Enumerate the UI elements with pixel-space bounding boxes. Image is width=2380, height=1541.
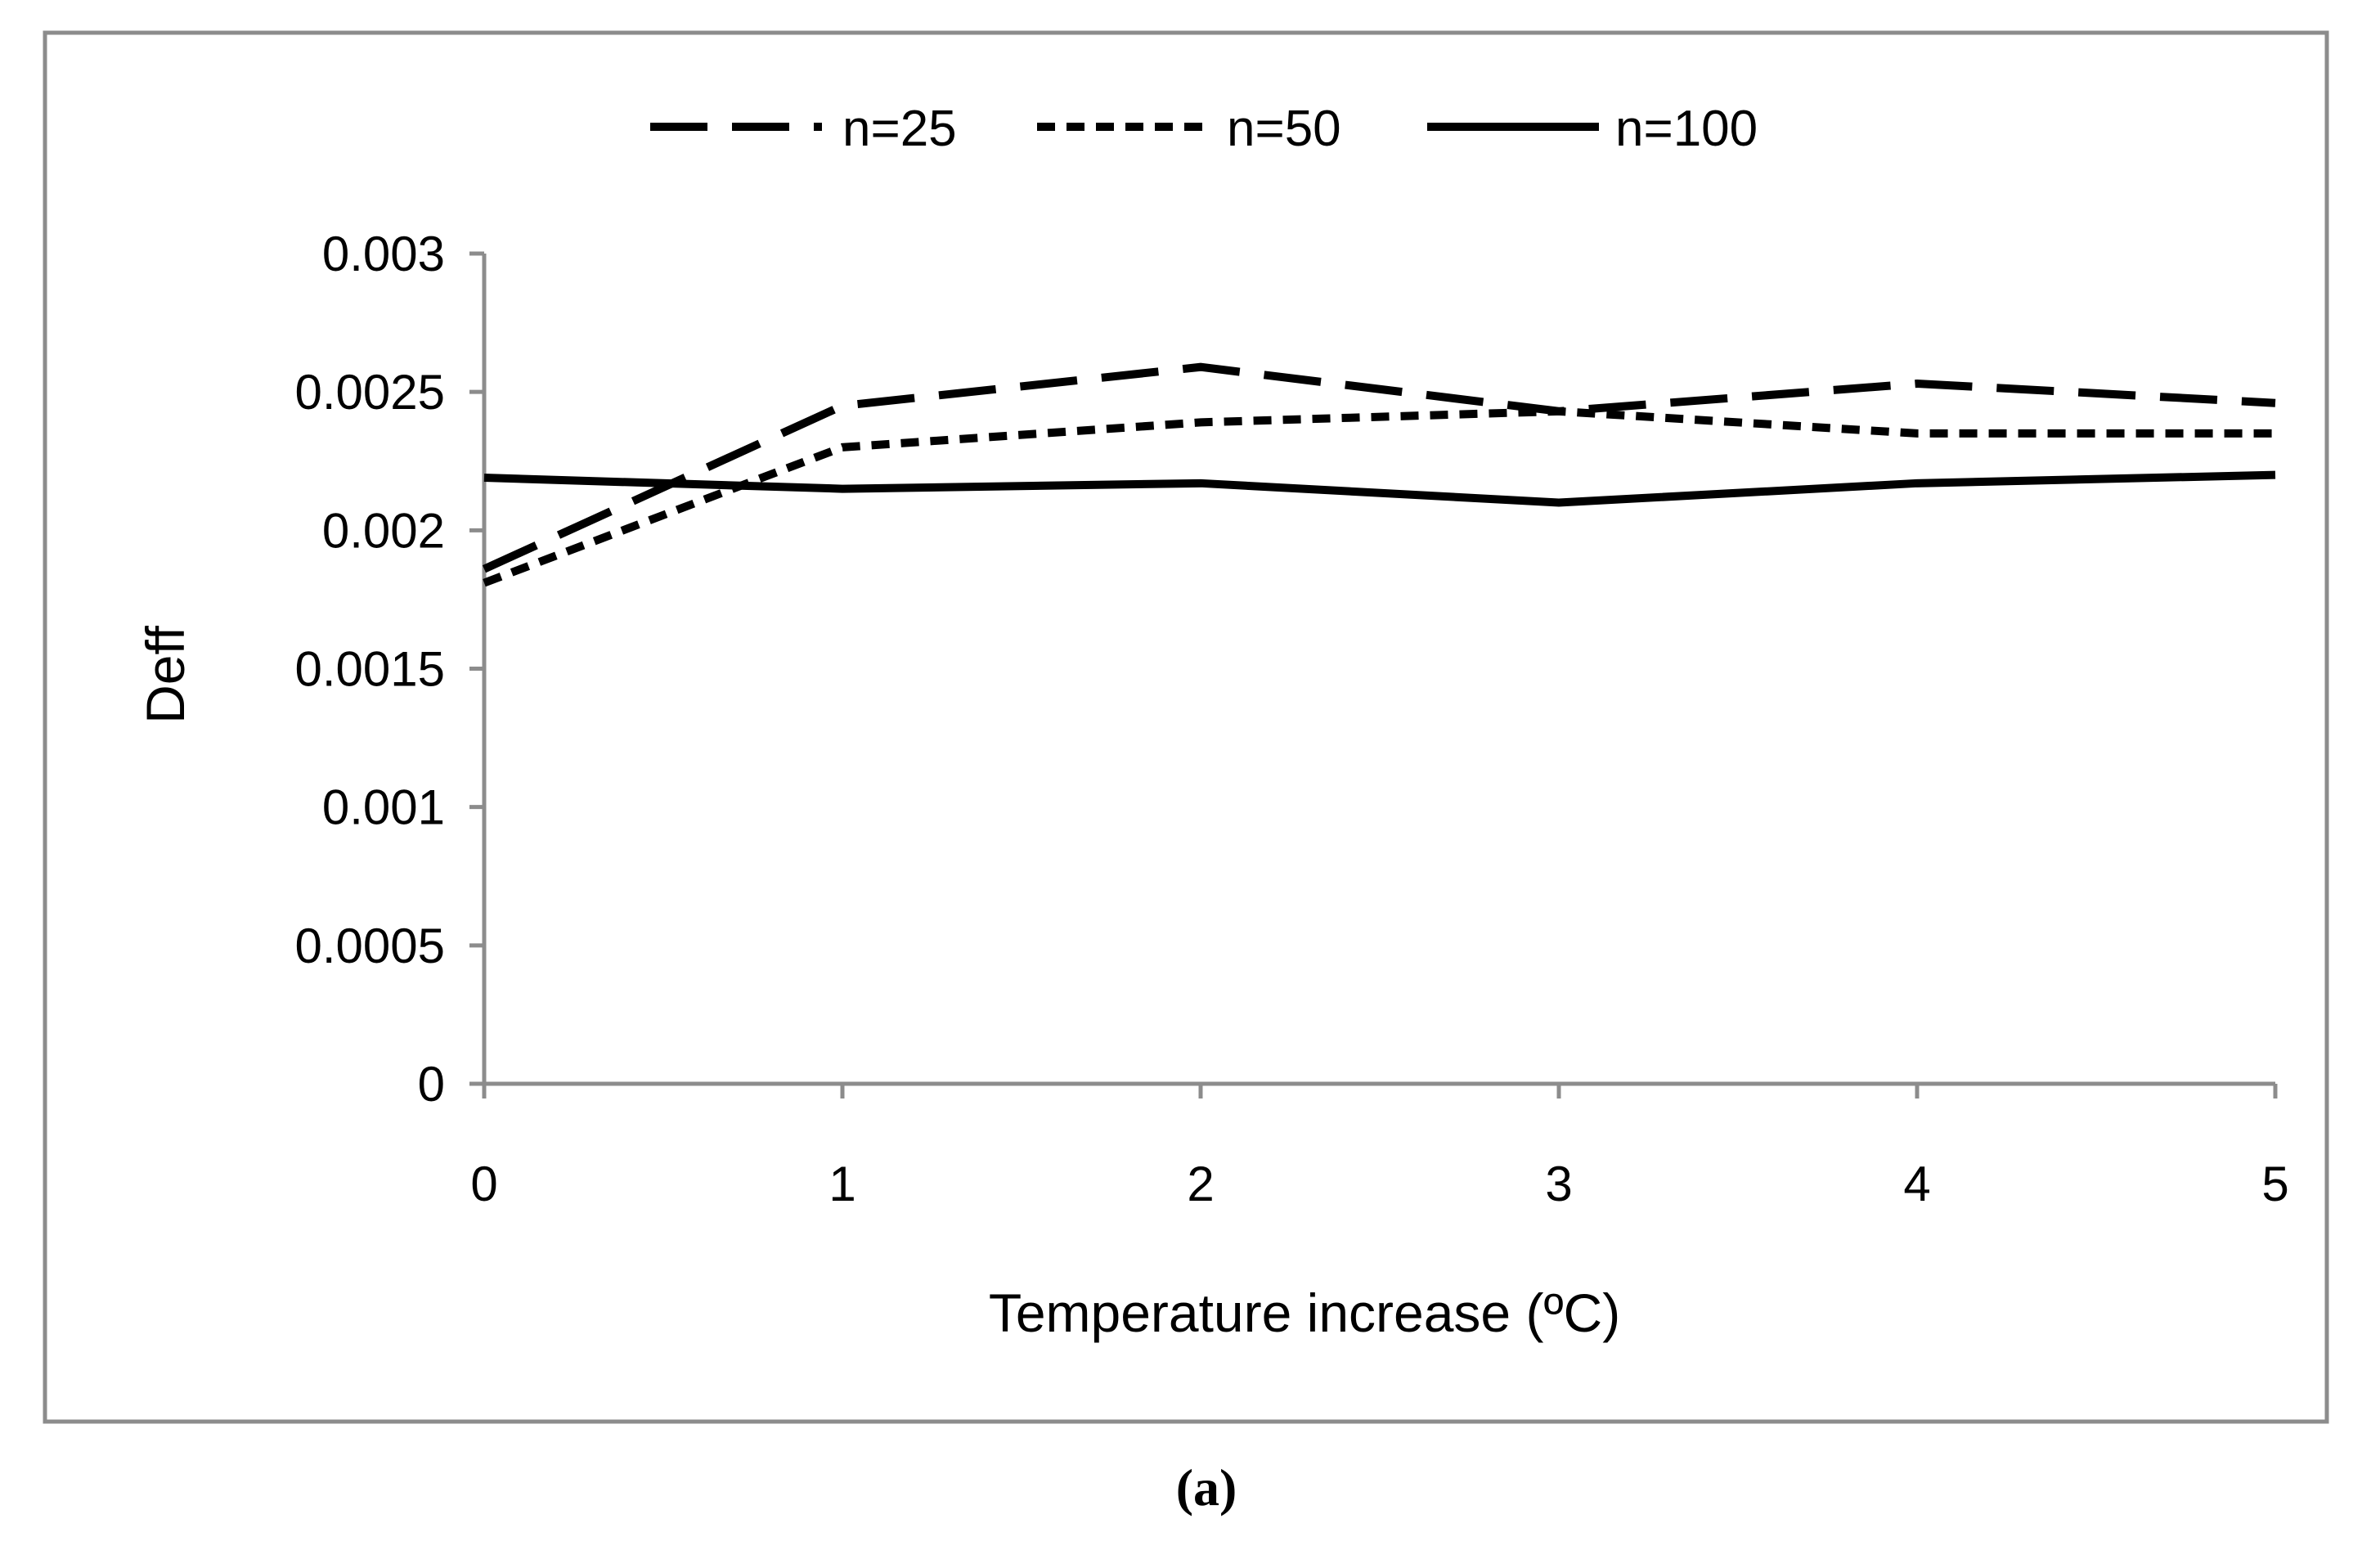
- data-point-n25: [1199, 366, 1202, 369]
- legend: n=25 n=50 n=100: [650, 101, 1758, 157]
- x-tick-label: 1: [829, 1157, 855, 1211]
- data-point-n50: [1199, 420, 1202, 424]
- data-point-n50: [1557, 410, 1560, 413]
- y-tick-label: 0: [418, 1057, 445, 1112]
- series-lines: [482, 362, 2277, 587]
- y-tick-label: 0.001: [322, 780, 445, 835]
- y-tick-label: 0.0005: [294, 919, 445, 973]
- legend-label-n25: n=25: [842, 101, 957, 157]
- data-point-n50: [483, 582, 486, 585]
- x-axis-title: Temperature increase (ºC): [989, 1283, 1620, 1343]
- data-point-n25: [483, 568, 486, 571]
- data-point-n50: [1915, 432, 1919, 435]
- data-point-n50: [2274, 432, 2277, 435]
- x-tick-label: 0: [470, 1157, 497, 1211]
- x-tick-label: 4: [1903, 1157, 1930, 1211]
- x-tick-label: 2: [1187, 1157, 1214, 1211]
- data-point-n50: [841, 446, 844, 449]
- y-tick-label: 0.0015: [294, 642, 445, 697]
- legend-item-n25: n=25: [650, 101, 957, 157]
- data-point-n100: [2274, 474, 2277, 477]
- figure-caption: (a): [1176, 1458, 1237, 1516]
- data-point-n25: [1915, 382, 1919, 385]
- data-point-n25: [2274, 402, 2277, 405]
- chart-frame: [43, 30, 2329, 1424]
- x-tick-label: 3: [1545, 1157, 1572, 1211]
- data-point-n100: [1915, 482, 1919, 485]
- legend-item-n50: n=50: [1037, 101, 1341, 157]
- y-ticks: 0 0.0005 0.001 0.0015 0.002 0.0025 0.003: [294, 227, 484, 1112]
- series-line-n100: [483, 470, 2276, 507]
- legend-label-n50: n=50: [1227, 101, 1341, 157]
- series-line-n50: [483, 407, 2275, 587]
- legend-item-n100: n=100: [1427, 101, 1758, 157]
- series-line-n25: [482, 362, 2276, 573]
- data-point-n100: [1557, 501, 1560, 505]
- data-point-n100: [483, 476, 486, 479]
- y-axis-title: Deff: [135, 625, 195, 724]
- legend-label-n100: n=100: [1615, 101, 1758, 157]
- y-tick-label: 0.003: [322, 227, 445, 281]
- y-tick-label: 0.002: [322, 503, 445, 558]
- x-ticks: 0 1 2 3 4 5: [470, 1084, 2289, 1211]
- data-point-n100: [841, 487, 844, 491]
- data-point-n25: [841, 404, 844, 407]
- x-tick-label: 5: [2261, 1157, 2288, 1211]
- data-point-n100: [1199, 482, 1202, 485]
- y-tick-label: 0.0025: [294, 365, 445, 420]
